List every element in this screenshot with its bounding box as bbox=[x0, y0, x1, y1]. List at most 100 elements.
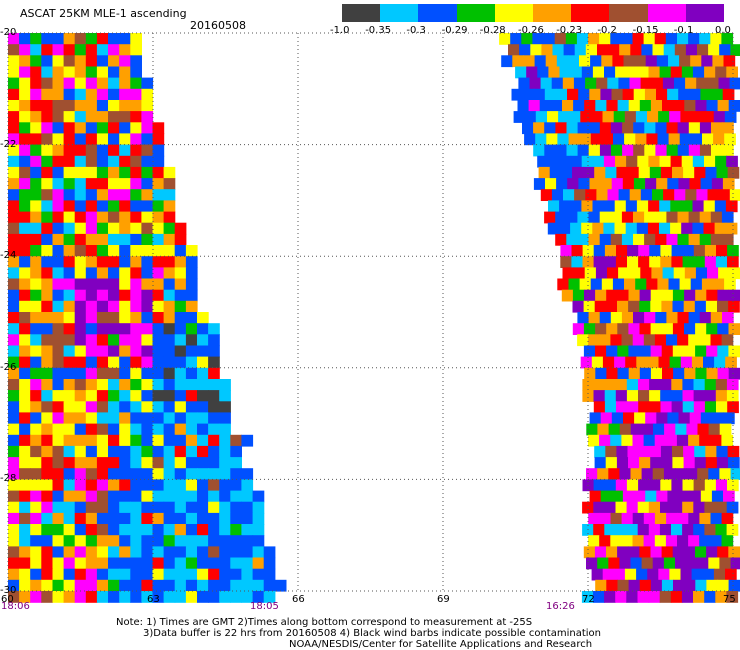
data-cell bbox=[208, 323, 220, 335]
data-cell bbox=[230, 524, 242, 536]
color-scale-segment bbox=[647, 4, 686, 22]
data-cell bbox=[695, 367, 708, 380]
data-cell bbox=[63, 111, 76, 123]
data-cell bbox=[63, 300, 76, 313]
data-cell bbox=[30, 457, 42, 469]
data-cell bbox=[141, 557, 154, 570]
data-cell bbox=[85, 356, 98, 369]
data-cell bbox=[616, 166, 629, 179]
data-cell bbox=[174, 233, 187, 246]
data-cell bbox=[8, 122, 20, 135]
data-cell bbox=[8, 524, 20, 536]
data-cell bbox=[638, 379, 650, 391]
data-cell bbox=[721, 211, 734, 224]
data-cell bbox=[30, 55, 42, 68]
data-cell bbox=[726, 155, 738, 168]
data-cell bbox=[208, 591, 220, 603]
data-cell bbox=[693, 501, 705, 514]
data-cell bbox=[725, 356, 737, 369]
data-cell bbox=[607, 267, 619, 280]
data-cell bbox=[208, 546, 220, 559]
data-cell bbox=[52, 178, 65, 190]
data-cell bbox=[595, 289, 607, 302]
data-cell bbox=[693, 479, 706, 492]
data-cell bbox=[252, 591, 265, 603]
data-cell bbox=[152, 334, 165, 347]
data-cell bbox=[548, 66, 561, 79]
data-cell bbox=[561, 289, 574, 302]
data-cell bbox=[96, 490, 109, 503]
data-cell bbox=[671, 245, 684, 257]
data-cell bbox=[141, 312, 154, 324]
latitude-label: -26 bbox=[0, 361, 17, 373]
data-cell bbox=[584, 100, 596, 112]
data-cell bbox=[152, 200, 165, 213]
data-cell bbox=[8, 55, 20, 68]
data-cell bbox=[19, 345, 31, 358]
data-cell bbox=[667, 88, 679, 101]
data-cell bbox=[671, 479, 684, 492]
data-cell bbox=[141, 178, 154, 190]
data-cell bbox=[152, 390, 165, 402]
data-cell bbox=[586, 557, 598, 570]
data-cell bbox=[625, 356, 637, 369]
data-cell bbox=[163, 166, 176, 179]
data-cell bbox=[30, 278, 42, 291]
data-cell bbox=[197, 367, 209, 380]
data-cell bbox=[636, 568, 648, 581]
data-cell bbox=[152, 245, 165, 257]
data-cell bbox=[152, 457, 165, 469]
data-cell bbox=[19, 468, 31, 480]
data-cell bbox=[52, 557, 65, 570]
data-cell bbox=[617, 289, 630, 302]
data-cell bbox=[141, 189, 154, 201]
data-cell bbox=[644, 312, 656, 324]
data-cell bbox=[711, 490, 724, 503]
data-cell bbox=[719, 423, 732, 436]
data-cell bbox=[689, 490, 702, 503]
data-cell bbox=[19, 312, 31, 324]
data-cell bbox=[141, 111, 154, 123]
data-cell bbox=[659, 591, 672, 603]
data-cell bbox=[643, 512, 656, 525]
data-cell bbox=[85, 401, 98, 414]
data-cell bbox=[41, 200, 53, 213]
data-cell bbox=[626, 390, 639, 402]
data-cell bbox=[30, 379, 42, 391]
data-cell bbox=[556, 55, 569, 68]
data-cell bbox=[119, 367, 131, 380]
data-cell bbox=[130, 300, 142, 313]
data-cell bbox=[545, 55, 558, 68]
data-cell bbox=[582, 245, 595, 257]
data-cell bbox=[130, 233, 142, 246]
data-cell bbox=[722, 178, 735, 190]
data-cell bbox=[174, 546, 187, 559]
data-cell bbox=[649, 379, 661, 391]
data-cell bbox=[528, 100, 541, 112]
data-cell bbox=[615, 501, 628, 514]
data-cell bbox=[119, 434, 131, 447]
data-cell bbox=[130, 33, 142, 45]
data-cell bbox=[604, 591, 616, 603]
data-cell bbox=[615, 591, 627, 603]
data-cell bbox=[63, 66, 76, 79]
data-cell bbox=[639, 345, 652, 358]
data-cell bbox=[52, 512, 65, 525]
data-cell bbox=[230, 445, 242, 458]
data-cell bbox=[119, 100, 131, 112]
data-cell bbox=[74, 267, 87, 280]
data-cell bbox=[572, 323, 585, 335]
data-cell bbox=[30, 233, 42, 246]
data-cell bbox=[185, 479, 198, 492]
data-cell bbox=[74, 133, 87, 146]
data-cell bbox=[130, 535, 142, 547]
data-cell bbox=[523, 55, 536, 68]
data-cell bbox=[692, 155, 705, 168]
data-cell bbox=[710, 434, 722, 447]
data-cell bbox=[8, 390, 20, 402]
data-cell bbox=[726, 524, 739, 536]
data-cell bbox=[241, 434, 254, 447]
data-cell bbox=[606, 323, 618, 335]
data-cell bbox=[119, 133, 131, 146]
data-cell bbox=[643, 535, 656, 547]
